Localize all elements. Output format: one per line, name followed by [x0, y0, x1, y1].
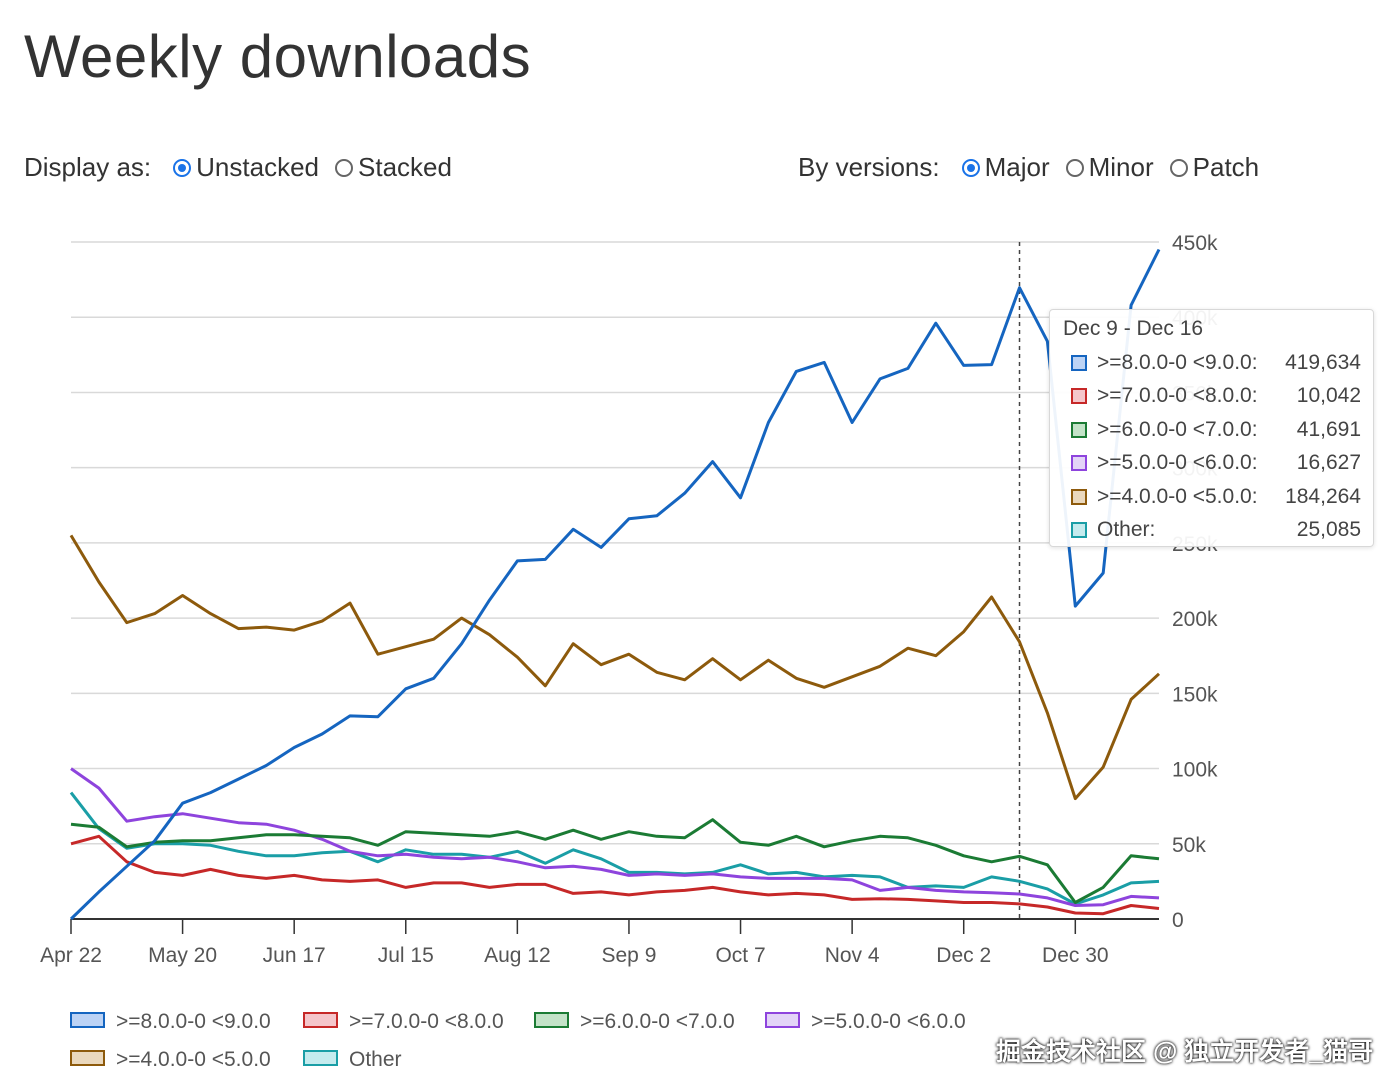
tooltip-row: >=4.0.0-0 <5.0.0: 184,264	[1071, 482, 1361, 512]
series-line[interactable]	[70, 767, 1160, 907]
x-tick-label: May 20	[148, 944, 217, 967]
legend-swatch[interactable]	[70, 1012, 105, 1028]
tooltip-swatch	[1071, 522, 1087, 538]
tooltip-row: Other: 25,085	[1071, 515, 1361, 545]
x-tick-label: Oct 7	[715, 944, 765, 967]
tooltip-row-label: >=8.0.0-0 <9.0.0:	[1097, 351, 1258, 374]
major-option[interactable]: Major	[961, 152, 1050, 183]
legend-item[interactable]: Other	[303, 1048, 402, 1071]
minor-radio[interactable]	[1065, 158, 1084, 177]
legend-label[interactable]: >=7.0.0-0 <8.0.0	[349, 1010, 504, 1033]
unstacked-label[interactable]: Unstacked	[196, 152, 319, 182]
unstacked-radio[interactable]	[173, 158, 192, 177]
y-tick-label: 50k	[1172, 834, 1206, 857]
y-tick-label: 150k	[1172, 683, 1218, 706]
legend-item[interactable]: >=7.0.0-0 <8.0.0	[303, 1010, 504, 1033]
tooltip-row-label: >=4.0.0-0 <5.0.0:	[1097, 485, 1258, 508]
series-line[interactable]	[69, 791, 1160, 906]
tooltip-row: >=8.0.0-0 <9.0.0: 419,634	[1071, 348, 1361, 378]
legend-item[interactable]: >=8.0.0-0 <9.0.0	[70, 1010, 271, 1033]
tooltip-swatch	[1071, 455, 1087, 471]
legend-item[interactable]: >=4.0.0-0 <5.0.0	[70, 1048, 271, 1071]
tooltip-swatch	[1071, 355, 1087, 371]
x-tick-label: Apr 22	[40, 944, 102, 967]
tooltip-row-label: Other:	[1097, 518, 1156, 541]
display-as-controls: Display as: Unstacked Stacked	[24, 152, 468, 183]
watermark: 掘金技术社区 @ 独立开发者_猫哥	[996, 1038, 1374, 1066]
tooltip-row-value: 419,634	[1285, 351, 1361, 374]
x-tick-label: Jun 17	[263, 944, 326, 967]
legend-label[interactable]: >=6.0.0-0 <7.0.0	[580, 1010, 735, 1033]
tooltip-row-value: 41,691	[1296, 418, 1361, 441]
tooltip-row-value: 16,627	[1296, 451, 1361, 474]
series-line[interactable]	[69, 248, 1161, 921]
legend-swatch[interactable]	[534, 1012, 569, 1028]
legend-item[interactable]: >=6.0.0-0 <7.0.0	[534, 1010, 735, 1033]
y-tick-label: 450k	[1172, 232, 1218, 255]
by-versions-controls: By versions: Major Minor Patch	[798, 152, 1275, 183]
series-line[interactable]	[69, 534, 1161, 801]
series-line[interactable]	[70, 818, 1160, 904]
legend-label[interactable]: Other	[349, 1048, 402, 1071]
legend-swatch[interactable]	[765, 1012, 800, 1028]
legend-swatch[interactable]	[303, 1050, 338, 1066]
patch-radio[interactable]	[1169, 158, 1188, 177]
stacked-option[interactable]: Stacked	[335, 152, 452, 183]
legend-swatch[interactable]	[70, 1050, 105, 1066]
x-tick-label: Sep 9	[602, 944, 657, 967]
tooltip-title: Dec 9 - Dec 16	[1063, 317, 1204, 340]
minor-label[interactable]: Minor	[1088, 152, 1154, 182]
major-radio[interactable]	[961, 158, 980, 177]
x-tick-label: Aug 12	[484, 944, 551, 967]
x-tick-label: Nov 4	[825, 944, 880, 967]
y-tick-label: 0	[1172, 909, 1184, 932]
tooltip-row-value: 184,264	[1285, 485, 1361, 508]
legend-label[interactable]: >=8.0.0-0 <9.0.0	[116, 1010, 271, 1033]
legend-label[interactable]: >=5.0.0-0 <6.0.0	[811, 1010, 966, 1033]
legend-swatch[interactable]	[303, 1012, 338, 1028]
tooltip-swatch	[1071, 489, 1087, 505]
tooltip-row: >=5.0.0-0 <6.0.0: 16,627	[1071, 448, 1361, 478]
tooltip-row-label: >=6.0.0-0 <7.0.0:	[1097, 418, 1258, 441]
stacked-radio[interactable]	[335, 158, 353, 177]
tooltip-swatch	[1071, 388, 1087, 404]
tooltip-row-label: >=5.0.0-0 <6.0.0:	[1097, 451, 1258, 474]
page-title: Weekly downloads	[24, 23, 532, 90]
tooltip-row-label: >=7.0.0-0 <8.0.0:	[1097, 384, 1258, 407]
tooltip-swatch	[1071, 422, 1087, 438]
legend-label[interactable]: >=4.0.0-0 <5.0.0	[116, 1048, 271, 1071]
patch-option[interactable]: Patch	[1169, 152, 1260, 183]
unstacked-option[interactable]: Unstacked	[173, 152, 319, 183]
tooltip-row: >=6.0.0-0 <7.0.0: 41,691	[1071, 415, 1361, 445]
y-tick-label: 100k	[1172, 759, 1218, 782]
major-label[interactable]: Major	[984, 152, 1050, 182]
y-tick-label: 200k	[1172, 608, 1218, 631]
minor-option[interactable]: Minor	[1065, 152, 1154, 183]
x-tick-label: Dec 30	[1042, 944, 1109, 967]
tooltip-row-value: 10,042	[1296, 384, 1361, 407]
display-as-label: Display as:	[24, 152, 152, 182]
chart-tooltip: Dec 9 - Dec 16 >=8.0.0-0 <9.0.0: 419,634…	[1049, 309, 1374, 547]
tooltip-row: >=7.0.0-0 <8.0.0: 10,042	[1071, 381, 1361, 411]
by-versions-label: By versions:	[798, 152, 940, 182]
x-tick-label: Jul 15	[378, 944, 434, 967]
legend-item[interactable]: >=5.0.0-0 <6.0.0	[765, 1010, 966, 1033]
tooltip-row-value: 25,085	[1296, 518, 1361, 541]
patch-label[interactable]: Patch	[1192, 152, 1260, 182]
stacked-label[interactable]: Stacked	[358, 152, 452, 182]
series-line[interactable]	[70, 834, 1160, 916]
x-tick-label: Dec 2	[936, 944, 991, 967]
